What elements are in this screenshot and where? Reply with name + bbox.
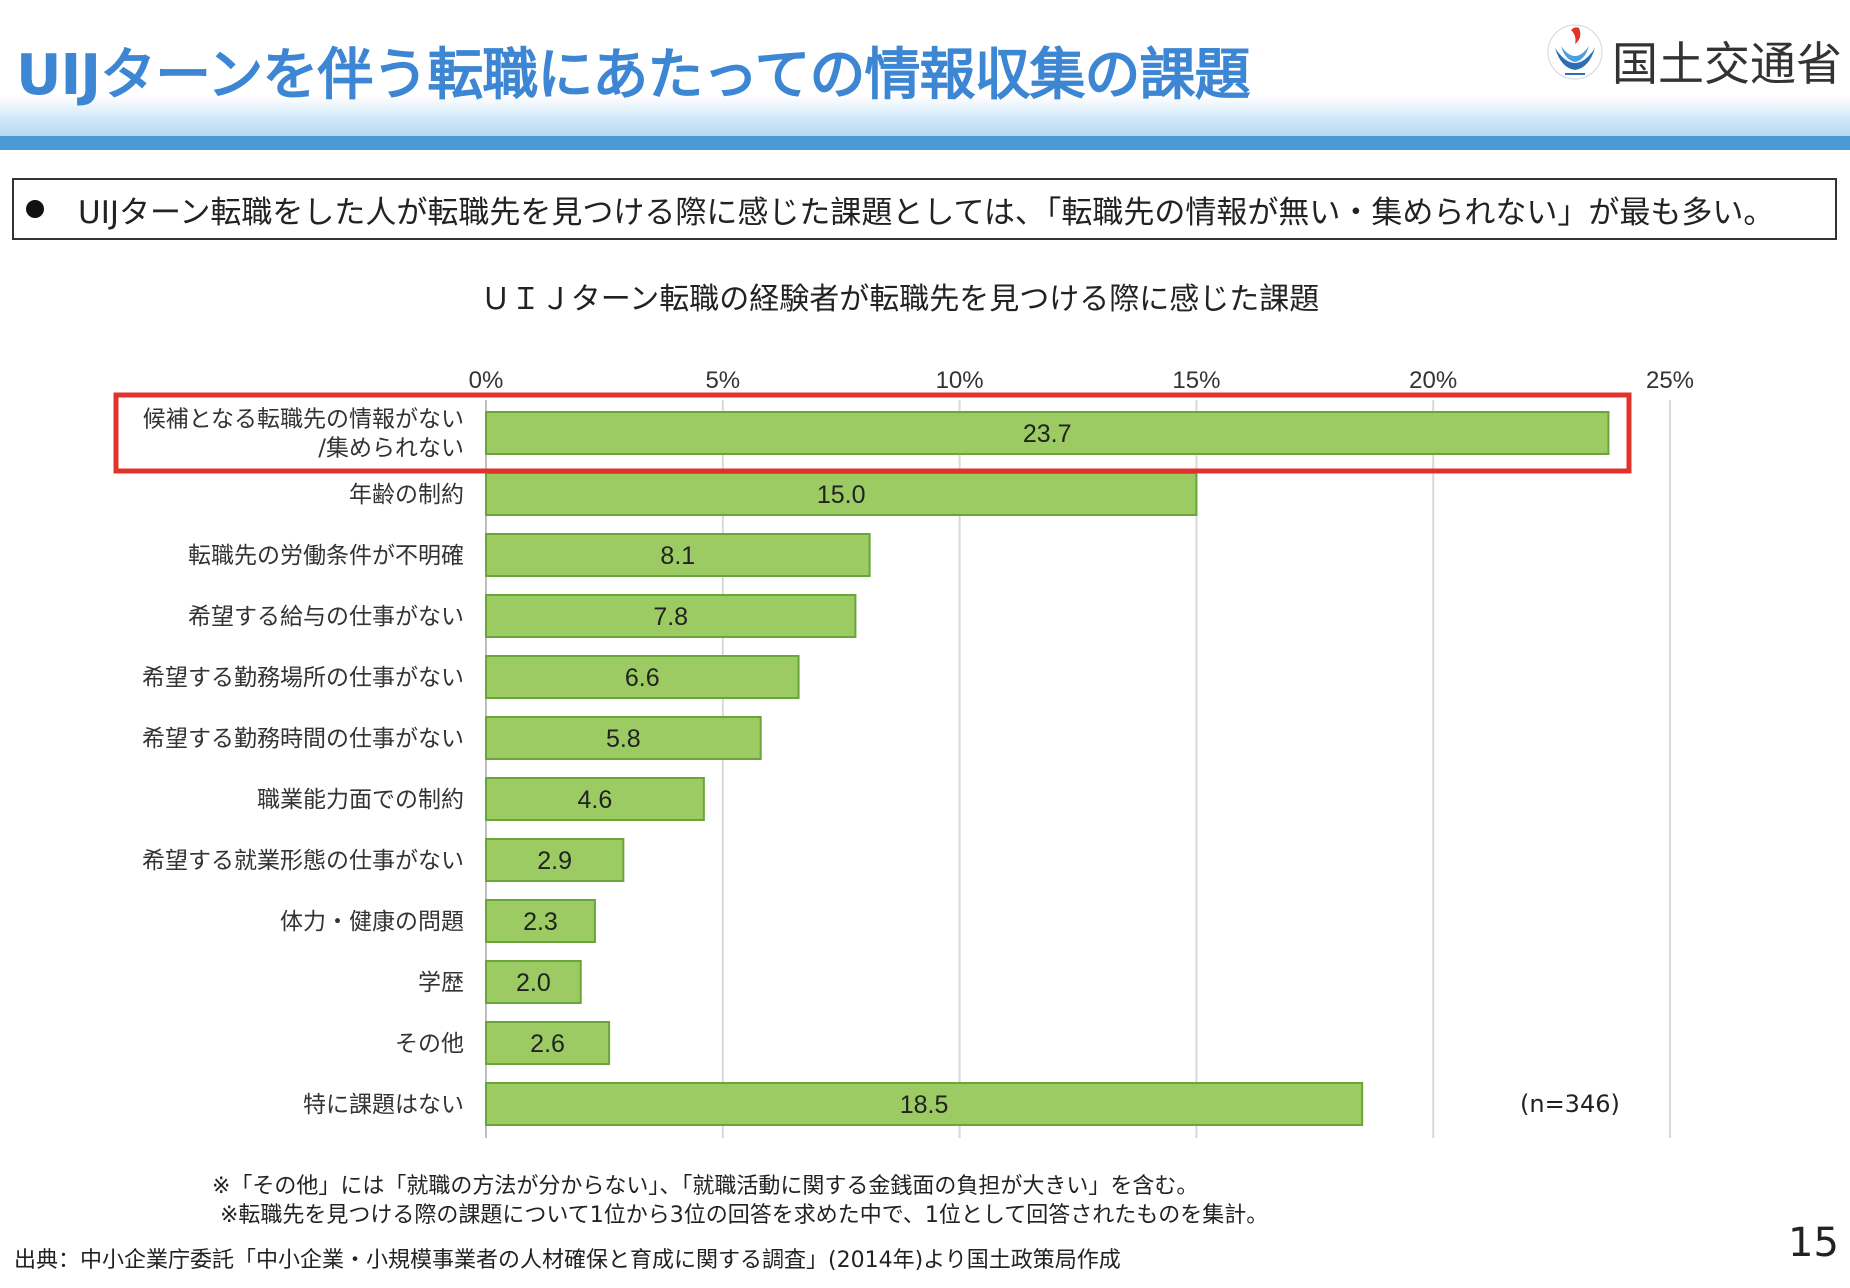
data-label: 4.6 [578,786,613,814]
category-label: 希望する勤務場所の仕事がない [142,665,464,691]
sample-size-note: (n=346) [1520,1090,1620,1118]
data-label: 2.3 [523,908,558,936]
category-label: /集められない [318,436,464,462]
category-label: その他 [395,1031,464,1057]
page-title: UIJターンを伴う転職にあたっての情報収集の課題 [16,43,1251,108]
source-citation: 出典：中小企業庁委託「中小企業・小規模事業者の人材確保と育成に関する調査」(20… [14,1248,1121,1273]
x-tick-label: 5% [705,367,740,394]
category-label: 学歴 [418,970,464,996]
data-label: 2.6 [530,1030,565,1058]
header-line [0,136,1850,150]
category-label: 候補となる転職先の情報がない [143,407,464,433]
category-label: 特に課題はない [303,1092,464,1118]
page-number: 15 [1788,1220,1839,1266]
data-label: 6.6 [625,664,660,692]
bullet-icon [26,200,44,218]
ministry-logo-icon [1547,24,1603,80]
highlight-box [113,392,1632,474]
bar [485,838,625,882]
x-tick-label: 0% [469,367,504,394]
category-label: 希望する給与の仕事がない [188,604,464,630]
bar [485,716,762,760]
ministry-name: 国土交通省 [1612,37,1842,91]
data-label: 7.8 [653,603,688,631]
bar [485,594,857,638]
bar [485,1021,611,1065]
summary-box: UIJターン転職をした人が転職先を見つける際に感じた課題としては、「転職先の情報… [12,178,1837,240]
bar [485,777,705,821]
header: UIJターンを伴う転職にあたっての情報収集の課題 国土交通省 [0,0,1850,150]
bar [485,411,1610,455]
data-label: 23.7 [1023,420,1072,448]
bar [485,899,596,943]
category-label: 年齢の制約 [349,482,464,508]
data-label: 18.5 [900,1091,949,1119]
footnote-other: ※「その他」には「就職の方法が分からない」、「就職活動に関する金銭面の負担が大き… [212,1174,1199,1199]
summary-text: UIJターン転職をした人が転職先を見つける際に感じた課題としては、「転職先の情報… [78,194,1775,231]
bar [485,960,582,1004]
category-label: 希望する勤務時間の仕事がない [142,726,464,752]
data-label: 8.1 [660,542,695,570]
data-label: 5.8 [606,725,641,753]
data-label: 2.9 [537,847,572,875]
footnote-method: ※転職先を見つける際の課題について1位から3位の回答を求めた中で、1位として回答… [220,1203,1269,1228]
bar [485,1082,1364,1126]
category-label: 体力・健康の問題 [280,909,464,935]
bar [485,472,1198,516]
bar [485,655,800,699]
category-label: 希望する就業形態の仕事がない [142,848,464,874]
chart-title: ＵＩＪターン転職の経験者が転職先を見つける際に感じた課題 [480,282,1320,317]
x-tick-label: 20% [1409,367,1457,394]
bar [485,533,871,577]
x-tick-label: 25% [1646,367,1694,394]
x-tick-label: 15% [1172,367,1220,394]
data-label: 2.0 [516,969,551,997]
category-label: 転職先の労働条件が不明確 [188,543,464,569]
header-band [0,96,1850,136]
category-label: 職業能力面での制約 [257,787,464,813]
data-label: 15.0 [817,481,866,509]
x-tick-label: 10% [936,367,984,394]
